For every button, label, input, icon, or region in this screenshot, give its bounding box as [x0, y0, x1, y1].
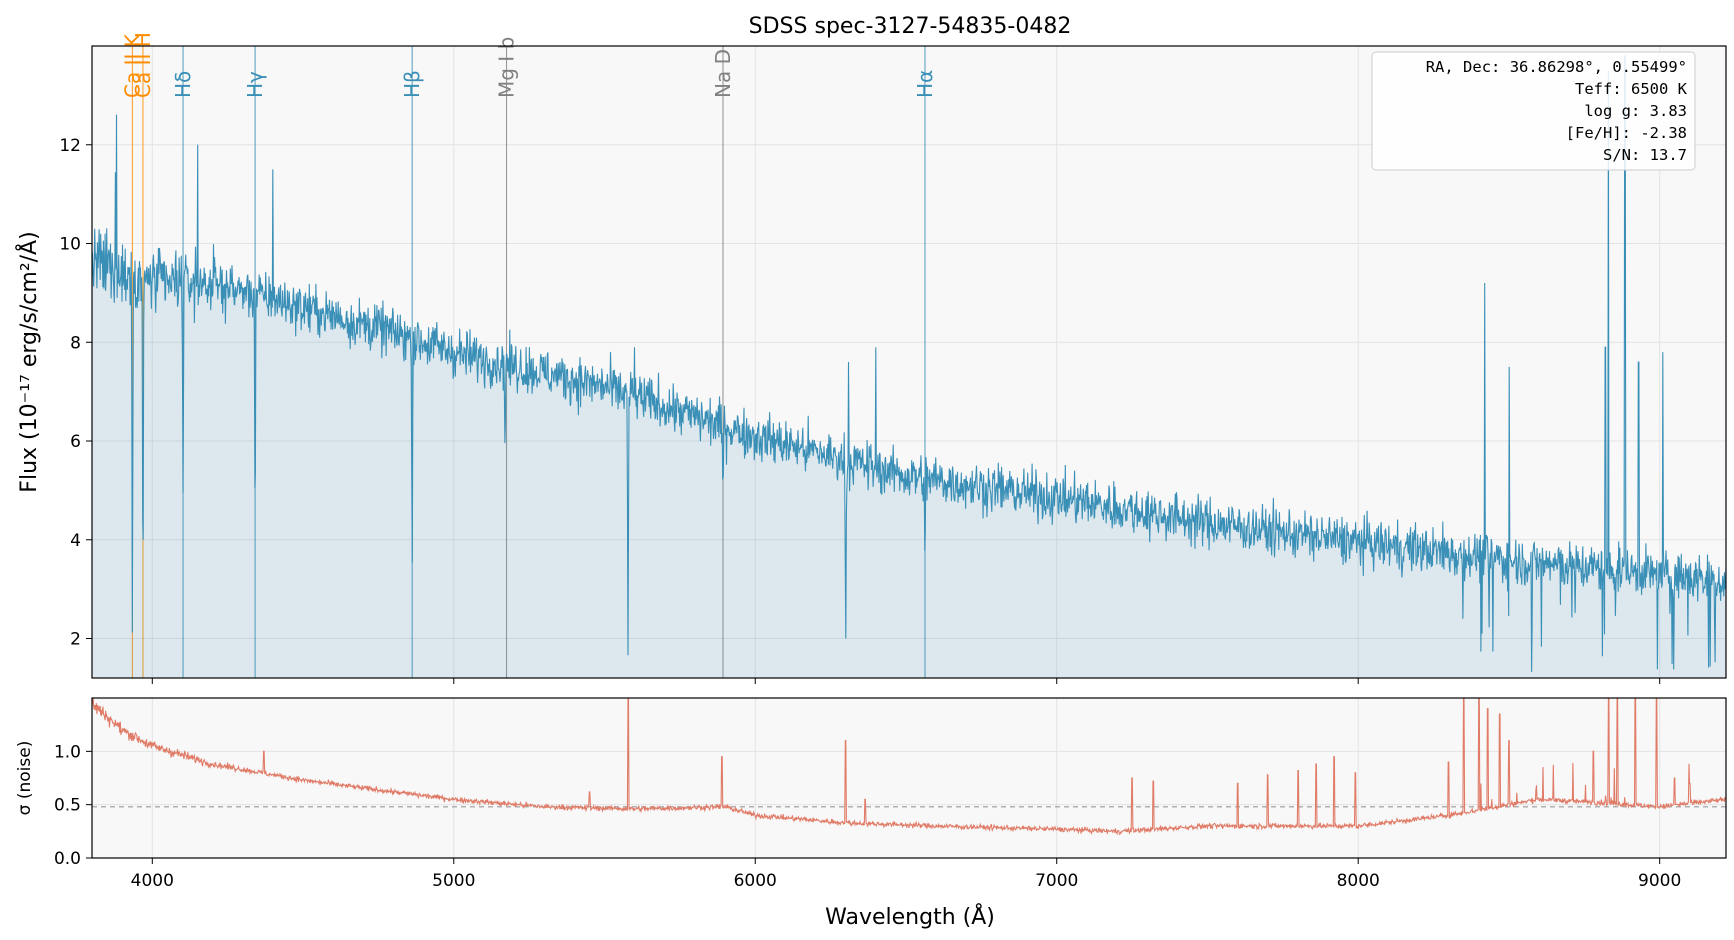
- flux-y-axis-label: Flux (10⁻¹⁷ erg/s/cm²/Å): [15, 231, 42, 492]
- flux-y-tick-label: 2: [70, 630, 81, 650]
- x-tick-label: 9000: [1638, 871, 1681, 891]
- noise-axis-ticks: 4000 5000 6000 7000 8000 9000 0.0 0.5 1.0: [54, 742, 1681, 891]
- flux-y-tick-label: 12: [59, 136, 81, 156]
- flux-series: [91, 55, 1727, 678]
- x-tick-label: 6000: [734, 871, 777, 891]
- flux-series-line: [91, 55, 1727, 672]
- info-logg: log g: 3.83: [1584, 102, 1687, 120]
- info-box-frame: [1371, 51, 1696, 171]
- chart-title: SDSS spec-3127-54835-0482: [749, 14, 1072, 39]
- spectral-line-label: Mg I b: [495, 37, 519, 98]
- x-tick-label: 4000: [131, 871, 174, 891]
- x-tick-label: 5000: [432, 871, 475, 891]
- spectral-line-label: Hδ: [171, 71, 195, 98]
- flux-y-tick-label: 4: [70, 531, 81, 551]
- flux-plot-frame: [91, 45, 1727, 679]
- flux-y-tick-label: 6: [70, 432, 81, 452]
- spectral-line-label: Na D: [711, 49, 735, 98]
- noise-plot-background: [92, 698, 1726, 858]
- spectral-line-label: Ca II K: [120, 33, 144, 98]
- spectral-line-label: Hα: [913, 70, 937, 98]
- noise-y-tick-label: 0.5: [54, 796, 81, 816]
- x-axis-label: Wavelength (Å): [825, 903, 995, 930]
- noise-y-axis-label: σ (noise): [15, 741, 35, 816]
- noise-plot-frame: [91, 697, 1727, 859]
- info-teff: Teff: 6500 K: [1575, 80, 1688, 98]
- info-box: RA, Dec: 36.86298°, 0.55499° Teff: 6500 …: [1371, 51, 1696, 171]
- info-feh: [Fe/H]: -2.38: [1566, 124, 1687, 142]
- x-tick-label: 8000: [1337, 871, 1380, 891]
- flux-grid: [92, 46, 1726, 678]
- flux-fill-area: [92, 55, 1726, 678]
- spectral-line-label: Ca II H: [131, 32, 155, 98]
- flux-y-tick-label: 8: [70, 333, 81, 353]
- noise-panel: 4000 5000 6000 7000 8000 9000 0.0 0.5 1.0 σ (noi…: [15, 697, 1727, 930]
- flux-panel: Ca II KCa II H Hδ Hγ Hβ Mg I b Na D Hα 2 4 6 8 10 1…: [15, 32, 1727, 684]
- spectral-line-label: Hβ: [400, 70, 424, 98]
- info-snr: S/N: 13.7: [1603, 146, 1687, 164]
- spectral-lines: Ca II KCa II H Hδ Hγ Hβ Mg I b Na D Hα: [120, 32, 937, 678]
- spectral-line-label: Hγ: [243, 71, 267, 98]
- flux-y-tick-label: 10: [59, 235, 81, 255]
- x-tick-label: 7000: [1035, 871, 1078, 891]
- noise-y-tick-label: 0.0: [54, 849, 81, 869]
- info-ra-dec: RA, Dec: 36.86298°, 0.55499°: [1426, 58, 1687, 76]
- noise-series-line: [91, 697, 1727, 836]
- noise-series: [91, 697, 1727, 836]
- noise-y-tick-label: 1.0: [54, 742, 81, 762]
- flux-axis-ticks: 2 4 6 8 10 12: [59, 136, 1661, 684]
